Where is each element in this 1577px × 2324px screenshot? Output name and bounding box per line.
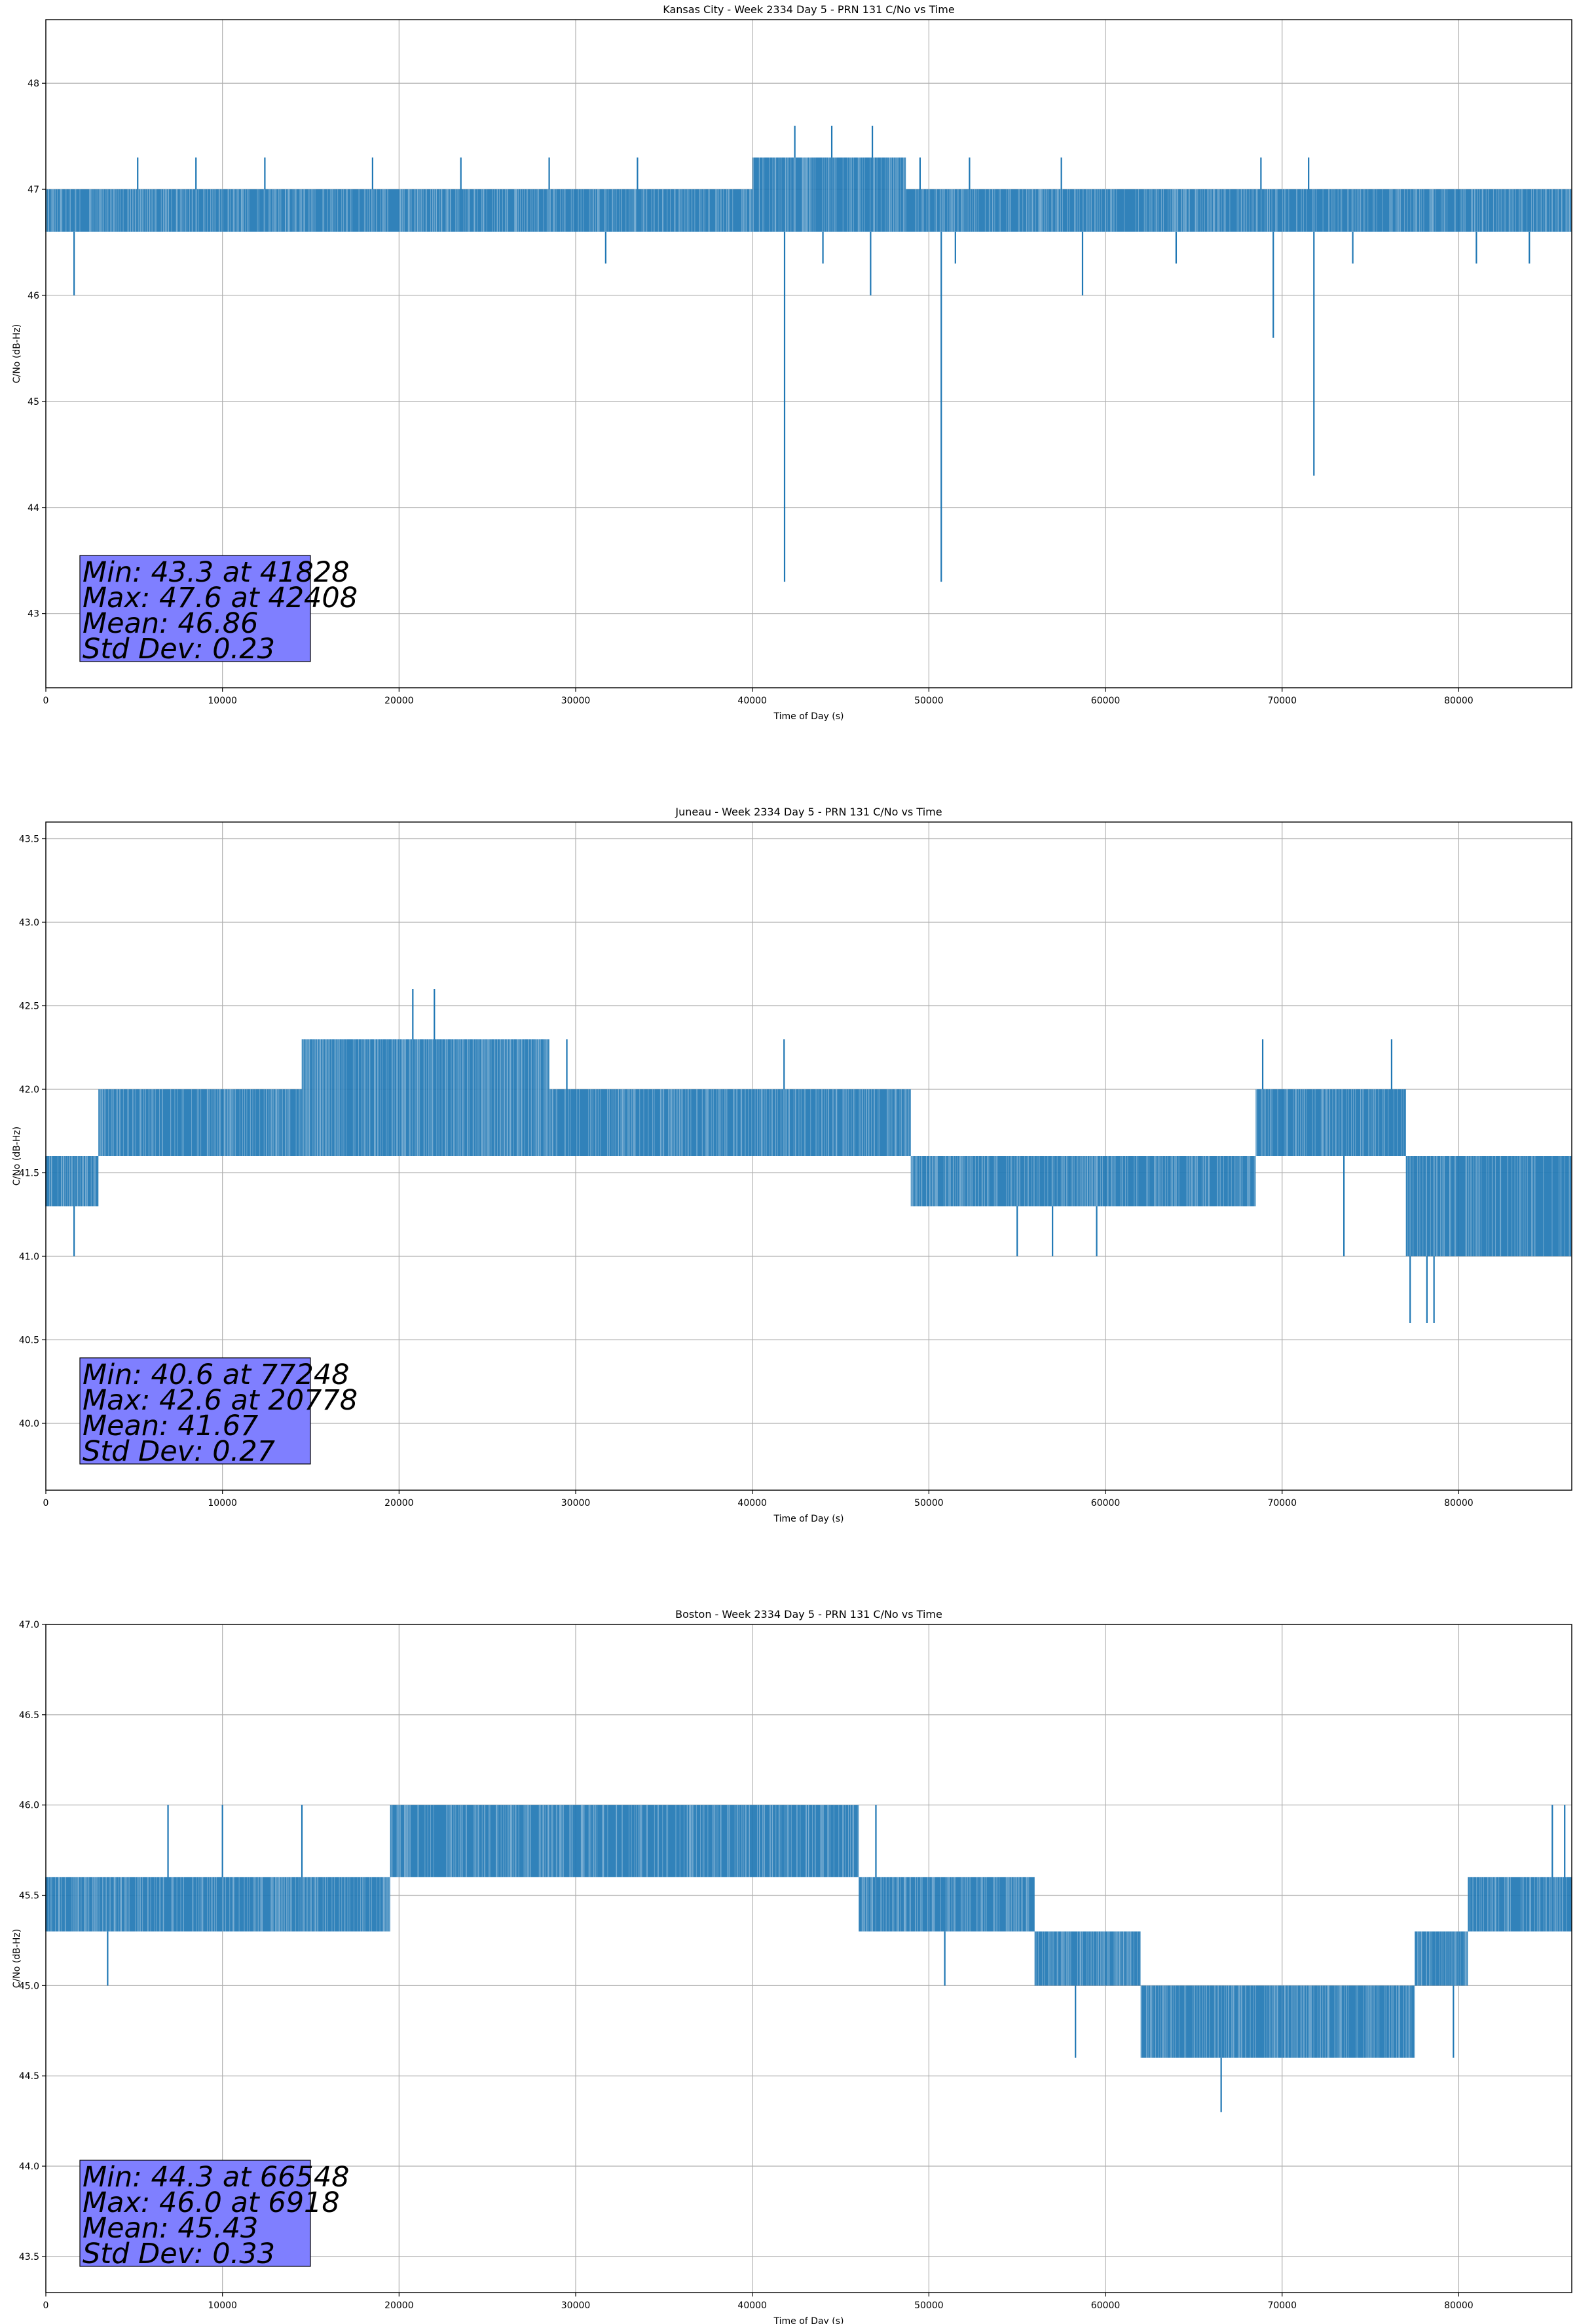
- y-axis-label: C/No (dB-Hz): [12, 1127, 22, 1186]
- x-tick-label: 80000: [1444, 1498, 1474, 1509]
- x-axis-label: Time of Day (s): [773, 1514, 844, 1524]
- x-tick-label: 80000: [1444, 2300, 1474, 2311]
- x-tick-label: 60000: [1091, 696, 1121, 706]
- y-tick-label: 43.5: [19, 834, 39, 845]
- x-tick-label: 40000: [737, 2300, 767, 2311]
- chart-title: Kansas City - Week 2334 Day 5 - PRN 131 …: [663, 3, 954, 16]
- stats-line: Min: 43.3 at 41828: [83, 556, 350, 589]
- y-tick-label: 40.0: [19, 1419, 39, 1429]
- chart-title: Juneau - Week 2334 Day 5 - PRN 131 C/No …: [675, 806, 942, 818]
- y-tick-label: 43.5: [19, 2252, 39, 2262]
- y-tick-label: 44: [28, 503, 39, 514]
- y-tick-label: 41.5: [19, 1169, 39, 1179]
- stats-line: Max: 47.6 at 42408: [83, 582, 358, 614]
- y-tick-label: 46.0: [19, 1801, 39, 1811]
- y-tick-label: 44.5: [19, 2071, 39, 2082]
- x-tick-label: 0: [43, 696, 49, 706]
- chart-panel-3: Boston - Week 2334 Day 5 - PRN 131 C/No …: [12, 1608, 1572, 2324]
- x-tick-label: 40000: [737, 1498, 767, 1509]
- y-tick-label: 43: [28, 609, 39, 620]
- y-tick-label: 47: [28, 185, 39, 195]
- x-tick-label: 0: [43, 1498, 49, 1509]
- stats-line: Max: 42.6 at 20778: [83, 1384, 358, 1417]
- plot-frame: [45, 1624, 1572, 2293]
- series-band-texture: [49, 1039, 1572, 1256]
- x-tick-label: 80000: [1444, 696, 1474, 706]
- stats-box: [79, 2160, 311, 2267]
- y-tick-label: 44.0: [19, 2162, 39, 2172]
- x-tick-label: 20000: [384, 1498, 414, 1509]
- y-tick-label: 42.0: [19, 1085, 39, 1095]
- x-tick-label: 30000: [561, 1498, 591, 1509]
- x-tick-label: 60000: [1091, 1498, 1121, 1509]
- y-tick-label: 41.0: [19, 1252, 39, 1262]
- x-tick-label: 30000: [561, 2300, 591, 2311]
- series-band-texture: [46, 157, 1572, 232]
- x-tick-label: 70000: [1267, 1498, 1297, 1509]
- x-tick-label: 70000: [1267, 2300, 1297, 2311]
- y-tick-label: 43.0: [19, 918, 39, 928]
- y-tick-label: 46: [28, 291, 39, 301]
- y-tick-label: 46.5: [19, 1710, 39, 1721]
- plot-frame: [45, 821, 1572, 1491]
- stats-box: [79, 555, 311, 662]
- stats-box: [79, 1357, 311, 1465]
- y-axis-label: C/No (dB-Hz): [12, 324, 22, 383]
- y-axis-label: C/No (dB-Hz): [12, 1929, 22, 1988]
- stats-line: Mean: 41.67: [83, 1410, 258, 1442]
- x-tick-label: 50000: [914, 1498, 944, 1509]
- x-tick-label: 50000: [914, 696, 944, 706]
- x-axis-label: Time of Day (s): [773, 2316, 844, 2324]
- y-tick-label: 45.0: [19, 1981, 39, 1991]
- y-tick-label: 45.5: [19, 1891, 39, 1902]
- plot-frame: [45, 19, 1572, 688]
- stats-line: Min: 40.6 at 77248: [83, 1359, 350, 1391]
- x-tick-label: 0: [43, 2300, 49, 2311]
- chart-panel-2: Juneau - Week 2334 Day 5 - PRN 131 C/No …: [12, 806, 1572, 1524]
- x-tick-label: 20000: [384, 2300, 414, 2311]
- y-tick-label: 40.5: [19, 1336, 39, 1346]
- stats-line: Mean: 45.43: [83, 2212, 258, 2245]
- x-tick-label: 60000: [1091, 2300, 1121, 2311]
- y-tick-label: 42.5: [19, 1002, 39, 1012]
- stats-line: Std Dev: 0.27: [83, 1435, 275, 1468]
- x-tick-label: 40000: [737, 696, 767, 706]
- x-axis-label: Time of Day (s): [773, 711, 844, 722]
- x-tick-label: 10000: [208, 2300, 237, 2311]
- stats-line: Std Dev: 0.23: [83, 633, 275, 665]
- stats-line: Min: 44.3 at 66548: [83, 2161, 350, 2194]
- y-tick-label: 45: [28, 397, 39, 407]
- chart-title: Boston - Week 2334 Day 5 - PRN 131 C/No …: [675, 1608, 942, 1621]
- y-tick-label: 47.0: [19, 1620, 39, 1630]
- x-tick-label: 10000: [208, 696, 237, 706]
- stats-line: Max: 46.0 at 6918: [83, 2186, 340, 2219]
- series-band-texture: [48, 1805, 1567, 2058]
- x-tick-label: 30000: [561, 696, 591, 706]
- stats-line: Std Dev: 0.33: [83, 2238, 275, 2270]
- chart-panel-1: Kansas City - Week 2334 Day 5 - PRN 131 …: [12, 3, 1572, 722]
- x-tick-label: 70000: [1267, 696, 1297, 706]
- x-tick-label: 50000: [914, 2300, 944, 2311]
- x-tick-label: 10000: [208, 1498, 237, 1509]
- y-tick-label: 48: [28, 79, 39, 89]
- x-tick-label: 20000: [384, 696, 414, 706]
- stats-line: Mean: 46.86: [83, 607, 258, 640]
